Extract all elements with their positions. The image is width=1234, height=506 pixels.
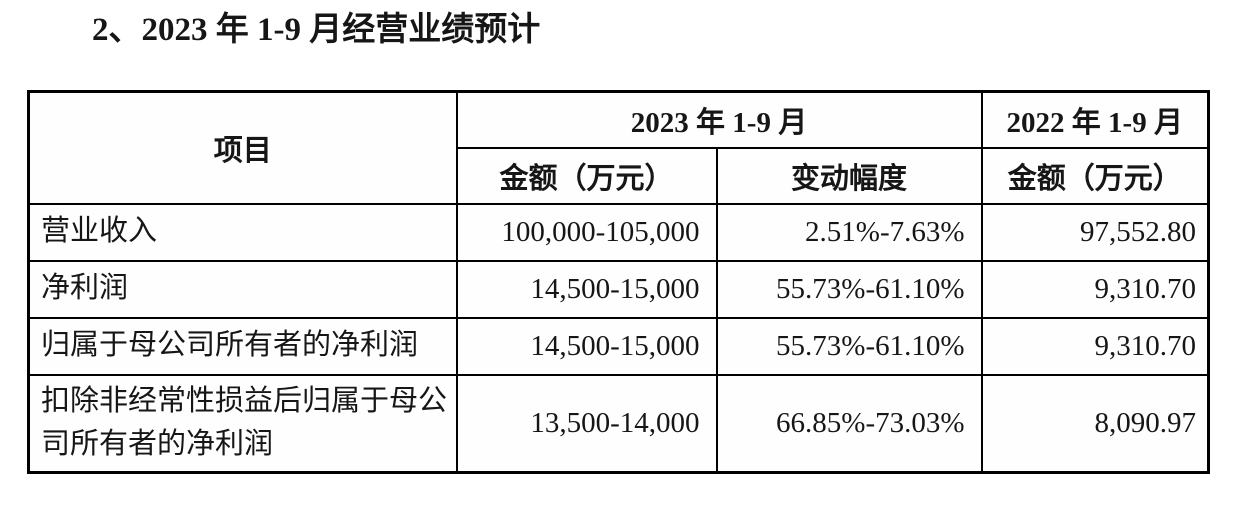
header-amount-2022: 金额（万元） <box>980 146 1210 205</box>
header-period-2023: 2023 年 1-9 月 <box>455 90 983 149</box>
amount-2022-cell: 8,090.97 <box>980 373 1210 473</box>
amount-2023-cell: 100,000-105,000 <box>455 202 718 262</box>
table-header-row-sub: 金额（万元） 变动幅度 金额（万元） <box>29 146 1210 205</box>
change-cell: 2.51%-7.63% <box>715 202 983 262</box>
amount-2022-cell: 9,310.70 <box>980 259 1210 319</box>
table-row-net-profit: 净利润 14,500-15,000 55.73%-61.10% 9,310.70 <box>27 259 1210 319</box>
table-row-deducted-net-profit: 扣除非经常性损益后归属于母公司所有者的净利润 13,500-14,000 66.… <box>27 373 1210 473</box>
performance-forecast-table: 项目 2023 年 1-9 月 2022 年 1-9 月 金额（万元） 变动幅度… <box>27 90 1211 474</box>
table-row-revenue: 营业收入 100,000-105,000 2.51%-7.63% 97,552.… <box>27 202 1210 262</box>
change-cell: 66.85%-73.03% <box>715 373 983 473</box>
amount-2023-cell: 14,500-15,000 <box>455 316 718 376</box>
header-item: 项目 <box>27 90 458 205</box>
row-item-label: 扣除非经常性损益后归属于母公司所有者的净利润 <box>27 373 458 473</box>
amount-2022-cell: 97,552.80 <box>980 202 1210 262</box>
table-header-row-top: 项目 2023 年 1-9 月 2022 年 1-9 月 <box>27 90 1210 205</box>
section-title: 2、2023 年 1-9 月经营业绩预计 <box>92 12 541 48</box>
row-item-label: 归属于母公司所有者的净利润 <box>27 316 458 376</box>
amount-2023-cell: 13,500-14,000 <box>455 373 718 473</box>
header-period-2022: 2022 年 1-9 月 <box>980 90 1210 149</box>
row-item-label: 营业收入 <box>27 202 458 262</box>
amount-2023-cell: 14,500-15,000 <box>455 259 718 319</box>
header-change: 变动幅度 <box>715 146 983 205</box>
change-cell: 55.73%-61.10% <box>715 316 983 376</box>
header-amount-2023: 金额（万元） <box>455 146 718 205</box>
amount-2022-cell: 9,310.70 <box>980 316 1210 376</box>
row-item-label: 净利润 <box>27 259 458 319</box>
change-cell: 55.73%-61.10% <box>715 259 983 319</box>
table-row-parent-net-profit: 归属于母公司所有者的净利润 14,500-15,000 55.73%-61.10… <box>27 316 1210 376</box>
